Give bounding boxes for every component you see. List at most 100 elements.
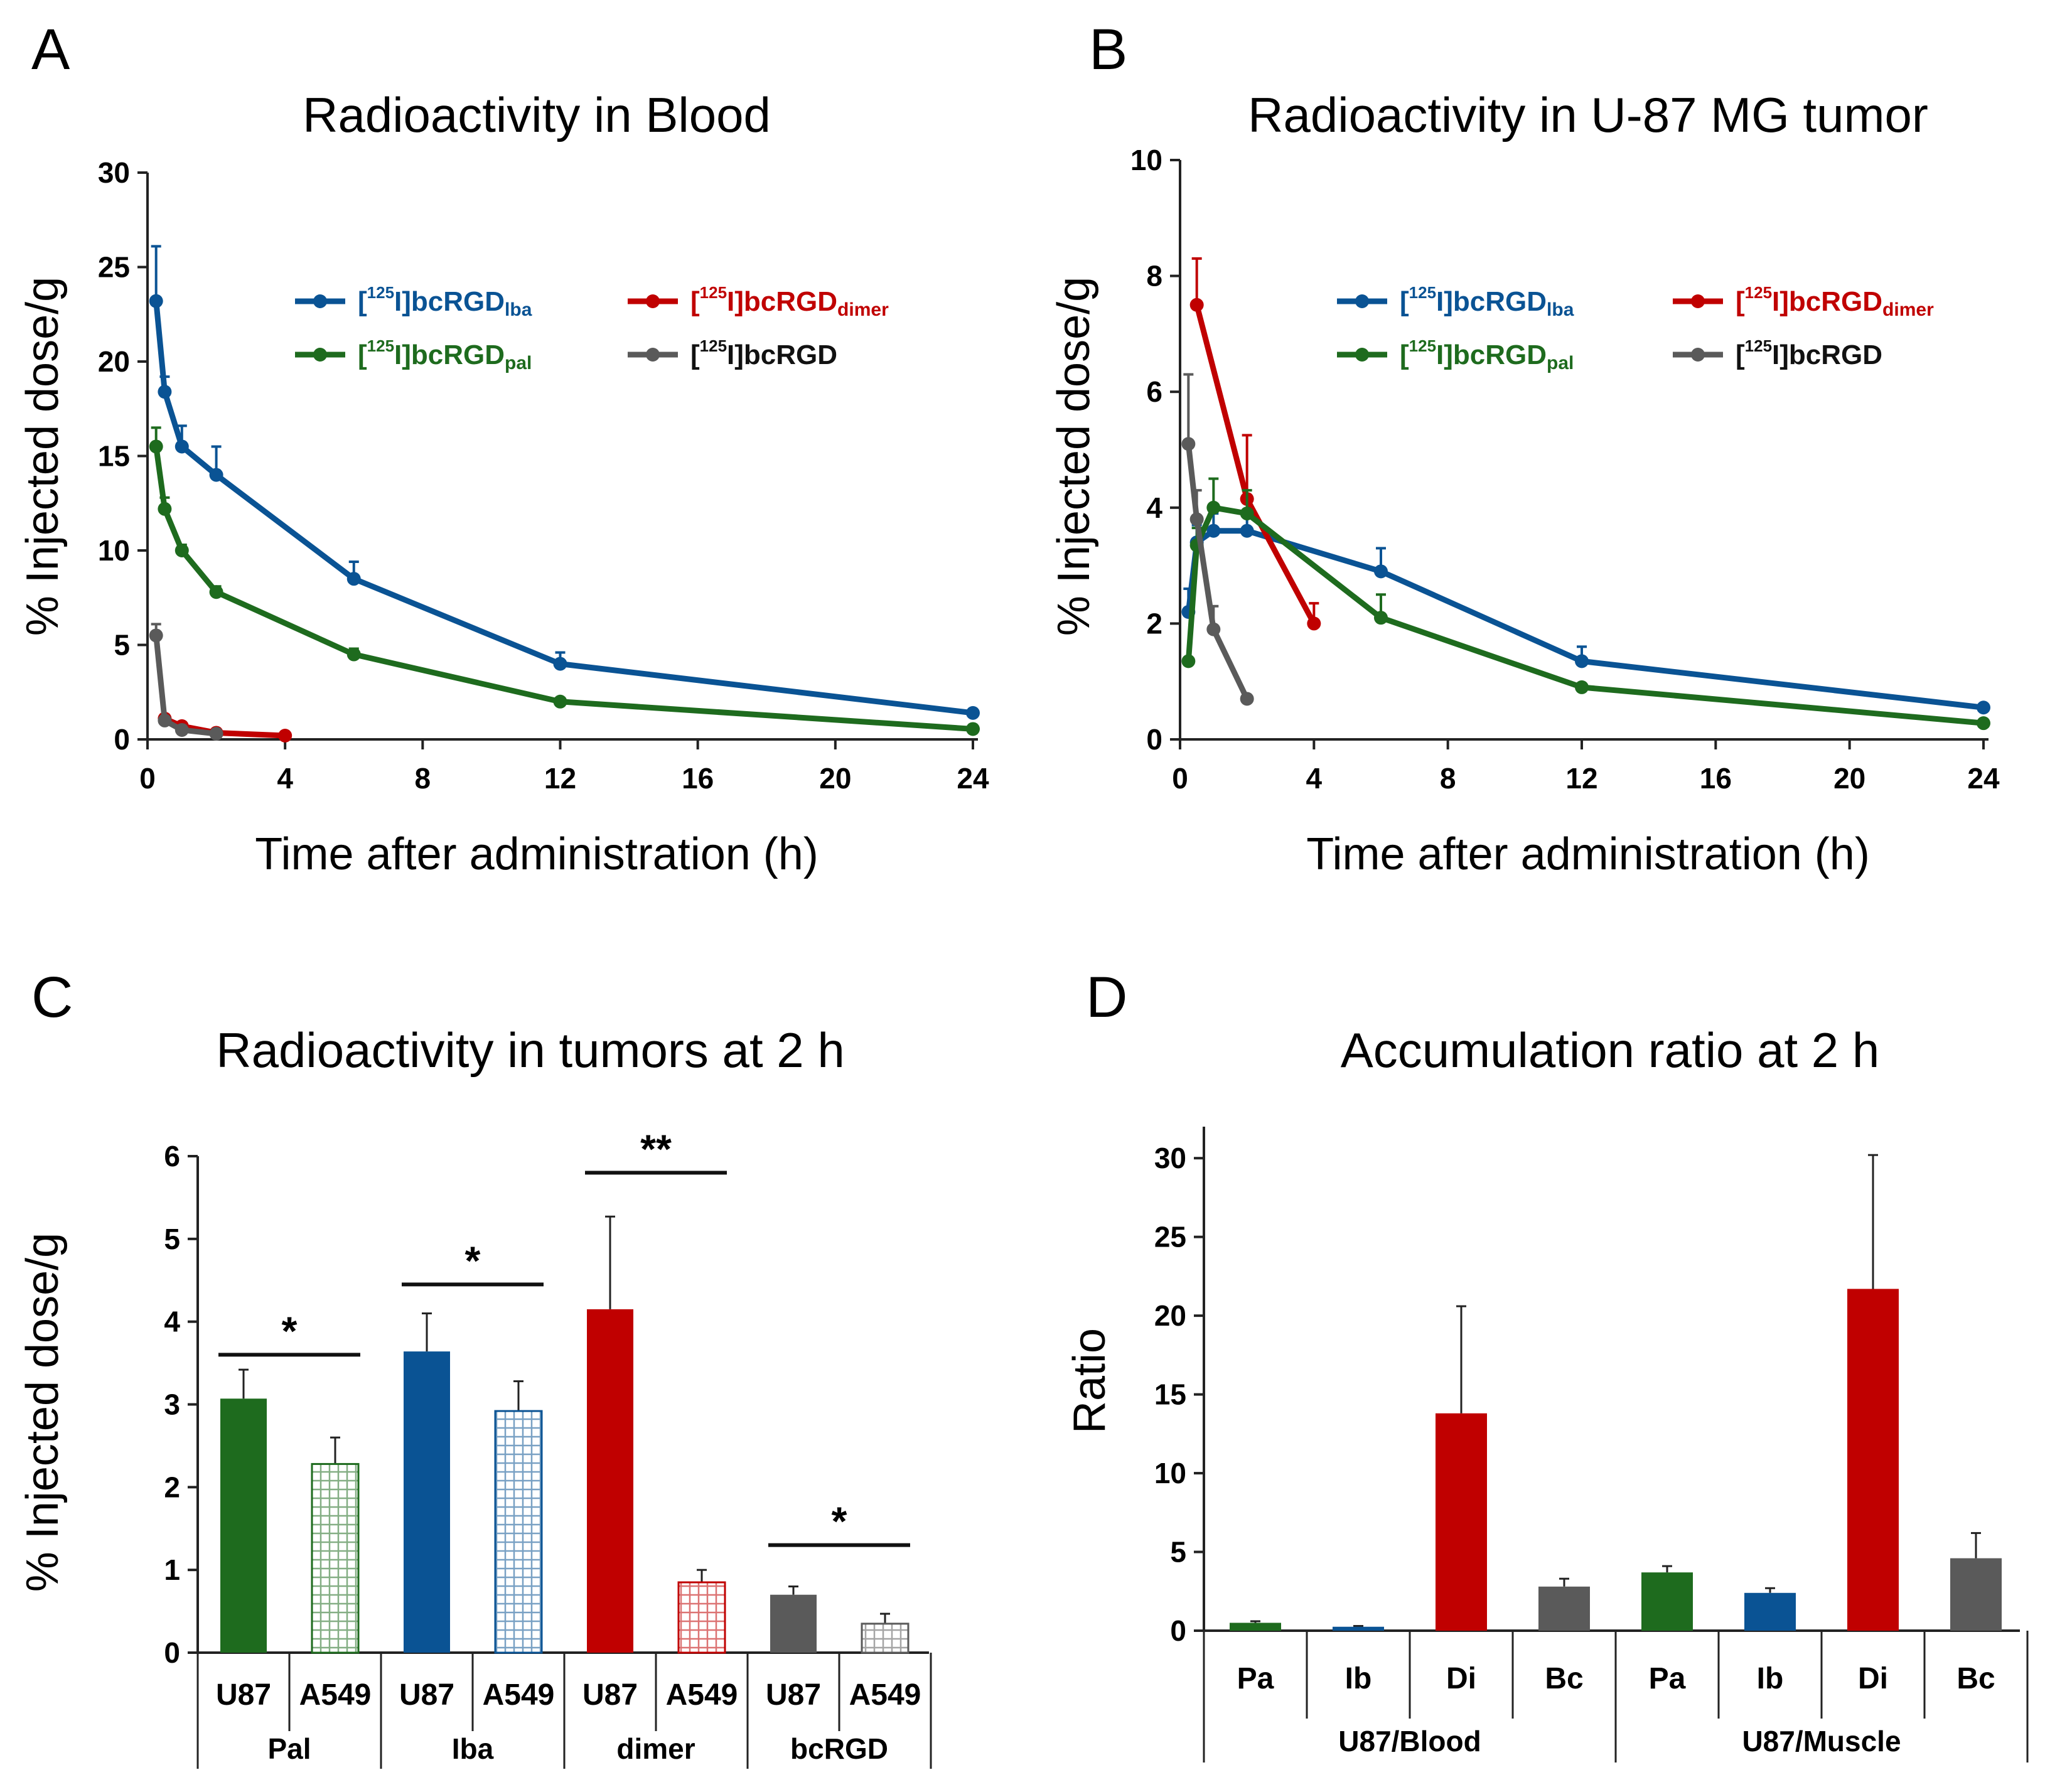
- data-point: [1374, 564, 1388, 579]
- legend-label-sub: pal: [1547, 353, 1574, 373]
- data-point: [174, 544, 189, 557]
- bar: [1436, 1413, 1487, 1631]
- y-tick-label: 5: [164, 1223, 180, 1255]
- bar-group: [587, 1215, 633, 1653]
- legend-label: [125I]bcRGDlba: [1400, 283, 1574, 320]
- y-tick-label: 10: [98, 534, 130, 567]
- category-label: Pa: [1649, 1662, 1686, 1695]
- legend-marker: [1691, 348, 1705, 362]
- bar: [587, 1309, 633, 1653]
- category-label: A549: [483, 1678, 555, 1712]
- legend-entry-pal: [125I]bcRGDpal: [295, 336, 532, 373]
- data-point: [966, 706, 980, 720]
- x-axis-label: Time after administration (h): [1306, 829, 1870, 879]
- chart-title: Radioactivity in tumors at 2 h: [216, 1022, 844, 1078]
- bar: [861, 1623, 910, 1654]
- x-axis-label: Time after administration (h): [255, 829, 819, 879]
- x-tick-label: 4: [277, 762, 293, 795]
- bar-group: [1333, 1624, 1384, 1631]
- data-point: [1307, 616, 1321, 631]
- panel-letter: A: [31, 18, 70, 82]
- y-axis-label: % Injected dose/g: [18, 277, 68, 636]
- bar: [770, 1594, 817, 1653]
- data-point: [1189, 512, 1204, 527]
- category-label: U87: [582, 1678, 638, 1712]
- legend-label-main: I]bcRGD: [727, 286, 837, 317]
- legend-marker: [646, 348, 660, 362]
- series-pal: [149, 426, 980, 736]
- y-tick-label: 15: [1154, 1378, 1186, 1411]
- legend-label-pre: [: [358, 340, 367, 370]
- category-label: U87: [399, 1678, 454, 1712]
- category-label: Ib: [1345, 1662, 1372, 1695]
- group-label: U87/Muscle: [1742, 1725, 1901, 1757]
- data-point: [149, 628, 163, 643]
- legend-label-sub: lba: [1547, 299, 1574, 320]
- legend-label-main: I]bcRGD: [1772, 340, 1882, 370]
- legend-label-sup: 125: [367, 336, 394, 355]
- bar-group: [677, 1569, 726, 1654]
- significance-marker: **: [640, 1126, 672, 1171]
- y-tick-label: 4: [164, 1306, 180, 1338]
- data-point: [149, 439, 163, 454]
- data-point: [346, 647, 361, 662]
- legend-entry-dimer: [125I]bcRGDdimer: [1673, 283, 1934, 320]
- legend-label-pre: [: [1400, 340, 1409, 370]
- y-tick-label: 2: [1146, 607, 1162, 640]
- data-point: [1575, 680, 1589, 694]
- y-tick-label: 15: [98, 440, 130, 473]
- legend-label-main: I]bcRGD: [394, 286, 505, 317]
- bar: [311, 1462, 360, 1654]
- series-line-bcRGD: [153, 635, 217, 737]
- y-tick-label: 0: [114, 723, 130, 756]
- legend-label: [125I]bcRGDdimer: [690, 283, 889, 320]
- category-label: Di: [1858, 1662, 1888, 1695]
- bar-group: [1436, 1305, 1487, 1631]
- bar-group: [1847, 1154, 1899, 1631]
- data-point: [966, 722, 980, 736]
- legend-marker: [1355, 348, 1369, 362]
- data-point: [149, 294, 163, 308]
- x-tick-label: 16: [1700, 762, 1732, 795]
- legend-label-sup: 125: [700, 283, 727, 302]
- y-tick-label: 8: [1146, 260, 1162, 292]
- legend-label-main: I]bcRGD: [394, 340, 505, 370]
- x-tick-label: 20: [1833, 762, 1865, 795]
- category-label: A549: [666, 1678, 738, 1712]
- bar-group: [861, 1612, 910, 1654]
- bar: [1641, 1572, 1693, 1631]
- y-tick-label: 25: [98, 251, 130, 284]
- bar-group: [1744, 1587, 1796, 1631]
- bar: [1950, 1558, 2002, 1631]
- x-tick-label: 20: [819, 762, 851, 795]
- legend-label: [125I]bcRGDdimer: [1736, 283, 1934, 320]
- bar-group: [494, 1380, 543, 1654]
- panel-letter: B: [1089, 18, 1127, 82]
- series-line-lba: [153, 301, 974, 716]
- legend-label-sub: pal: [505, 353, 532, 373]
- bar: [1230, 1623, 1281, 1631]
- legend-label-main: I]bcRGD: [1436, 286, 1547, 317]
- legend-label-pre: [: [358, 286, 367, 317]
- group-label: Pal: [267, 1732, 311, 1765]
- bar: [1744, 1592, 1796, 1631]
- y-tick-label: 6: [164, 1140, 180, 1172]
- x-tick-label: 12: [1565, 762, 1597, 795]
- legend-label-sup: 125: [1409, 336, 1436, 355]
- data-point: [553, 694, 567, 709]
- y-tick-label: 0: [164, 1636, 180, 1669]
- series-line-pal: [153, 446, 974, 732]
- category-label: A549: [299, 1678, 372, 1712]
- category-label: Bc: [1956, 1662, 1995, 1695]
- legend-label: [125I]bcRGDlba: [358, 283, 532, 320]
- legend-label-sup: 125: [700, 336, 727, 355]
- bar: [677, 1581, 726, 1654]
- y-tick-label: 1: [164, 1553, 180, 1586]
- data-point: [1206, 500, 1221, 515]
- bar-group: [1950, 1532, 2002, 1631]
- legend-entry-dimer: [125I]bcRGDdimer: [628, 283, 889, 320]
- legend-label-sup: 125: [1745, 283, 1772, 302]
- y-tick-label: 30: [98, 156, 130, 189]
- significance-marker: *: [832, 1499, 847, 1544]
- category-label: Di: [1446, 1662, 1476, 1695]
